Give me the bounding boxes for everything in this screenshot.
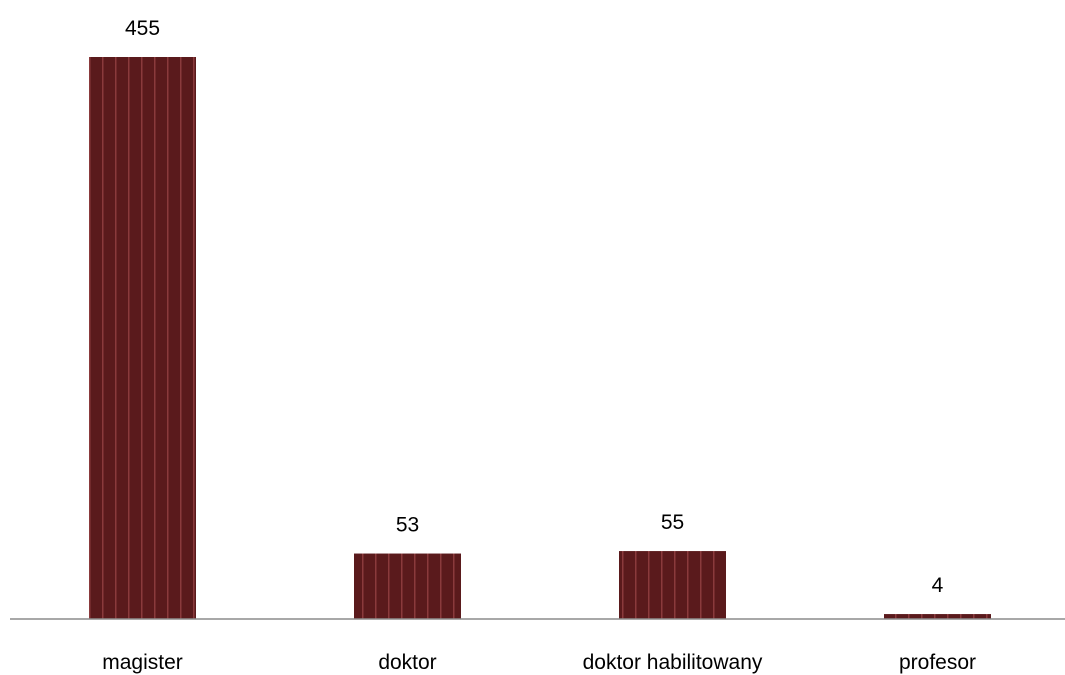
bar-magister	[89, 57, 196, 619]
x-tick-label-doktor: doktor	[378, 651, 436, 674]
data-label-doktor: 53	[396, 514, 419, 537]
bar-profesor	[884, 614, 991, 619]
data-label-doktor-habilitowany: 55	[661, 511, 684, 534]
x-tick-labels-group: magister doktor doktor habilitowany profeso…	[102, 651, 976, 674]
data-label-magister: 455	[125, 17, 160, 40]
x-tick-label-magister: magister	[102, 651, 183, 674]
x-tick-label-profesor: profesor	[899, 651, 976, 674]
bars-group	[89, 57, 991, 619]
bar-doktor-habilitowany	[619, 551, 726, 619]
bar-doktor	[354, 553, 461, 619]
x-tick-label-doktor-habilitowany: doktor habilitowany	[583, 651, 763, 674]
data-label-profesor: 4	[932, 574, 944, 597]
data-labels-group: 455 53 55 4	[125, 17, 944, 597]
